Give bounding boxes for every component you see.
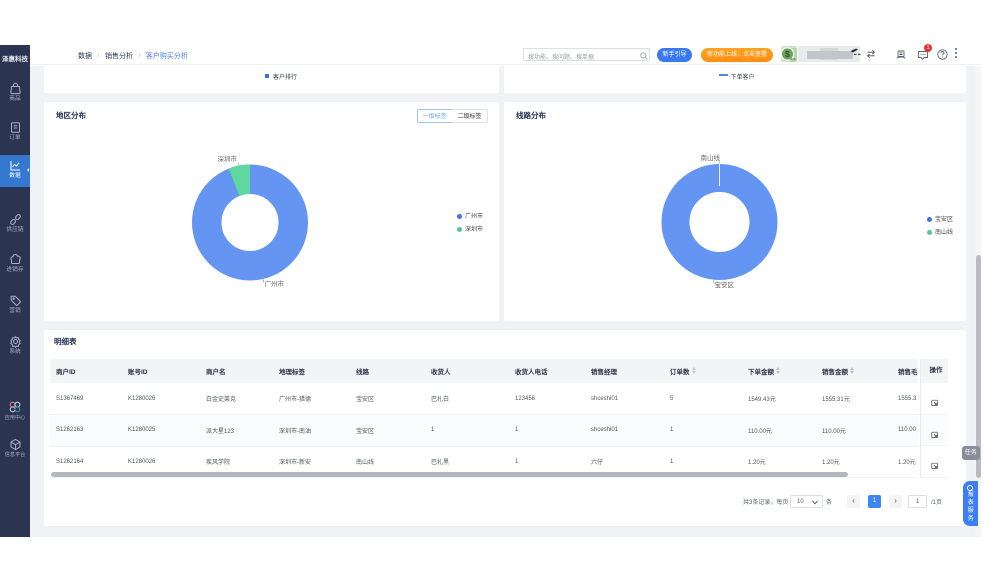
svg-text:南山线: 南山线 [701, 153, 721, 162]
svg-text:广州市: 广州市 [265, 279, 285, 288]
svg-text:$: $ [785, 49, 790, 59]
svg-text:宝安区: 宝安区 [715, 280, 735, 289]
svg-text:深圳市: 深圳市 [218, 154, 238, 163]
